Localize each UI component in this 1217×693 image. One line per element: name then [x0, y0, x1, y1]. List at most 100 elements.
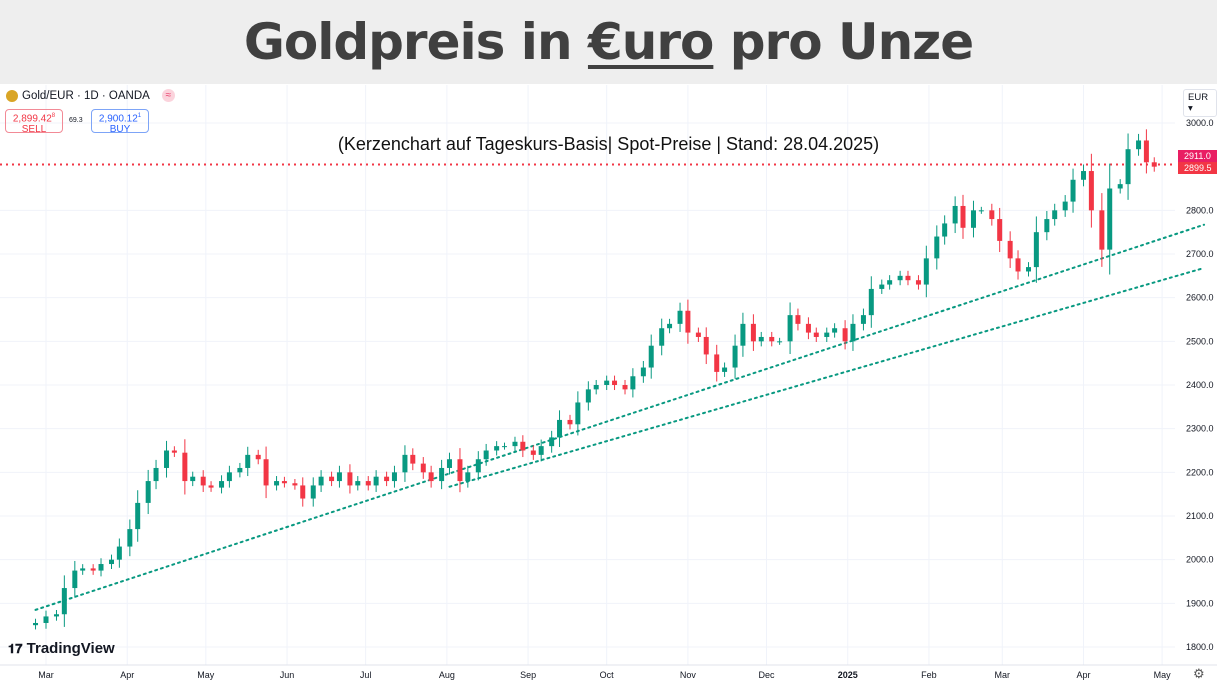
candle-body	[1062, 201, 1068, 211]
candle-body	[934, 236, 940, 259]
candle-body	[200, 476, 206, 486]
candle-body	[237, 467, 243, 473]
price-label-bg	[1178, 162, 1217, 174]
branding-text: TradingView	[26, 640, 115, 657]
candle-body	[1136, 140, 1142, 150]
candle-body	[549, 437, 555, 447]
x-tick-label: Sep	[520, 670, 536, 680]
sell-label: SELL	[21, 124, 47, 136]
currency-value: EUR	[1188, 92, 1209, 103]
sell-button[interactable]: 2,899.428 SELL	[5, 109, 63, 136]
candle-body	[1125, 149, 1131, 185]
candle-body	[1070, 179, 1076, 202]
candle-body	[410, 454, 416, 464]
x-tick-label: Jun	[280, 670, 295, 680]
candle-body	[80, 568, 86, 571]
candle-body	[153, 467, 159, 482]
y-tick-label: 2200.0	[1186, 467, 1214, 477]
candle-body	[420, 463, 426, 473]
candle-body	[190, 476, 196, 482]
candle-body	[1143, 140, 1149, 163]
candle-body	[593, 385, 599, 390]
candle-body	[695, 332, 701, 337]
buy-button[interactable]: 2,900.121 BUY	[91, 109, 149, 135]
candle-body	[109, 559, 114, 565]
spread-value: 69.3	[69, 117, 83, 124]
candle-body	[98, 564, 104, 571]
symbol-label: Gold/EUR · 1D · OANDA	[22, 89, 150, 102]
x-tick-label: Aug	[439, 670, 455, 680]
trendline	[34, 223, 1206, 611]
y-tick-label: 2100.0	[1186, 511, 1214, 521]
candle-body	[868, 288, 874, 316]
candle-body	[1151, 162, 1157, 167]
candle-body	[116, 546, 122, 560]
tradingview-logo: 𝟏𝟕 TradingView	[8, 640, 115, 657]
candle-body	[465, 472, 471, 482]
candle-body	[428, 472, 434, 482]
candle-body	[245, 454, 251, 468]
candle-body	[145, 481, 151, 503]
candle-body	[182, 452, 188, 482]
candle-body	[43, 616, 49, 623]
candle-body	[520, 441, 526, 451]
candle-body	[1117, 184, 1123, 189]
x-tick-label: May	[197, 670, 215, 680]
candle-body	[530, 450, 536, 455]
candle-body	[777, 341, 783, 343]
candle-body	[740, 323, 746, 346]
candle-body	[281, 481, 287, 484]
currency-select[interactable]: EUR ▾	[1183, 89, 1217, 117]
x-tick-label: Feb	[921, 670, 937, 680]
candle-body	[703, 336, 709, 355]
candle-body	[274, 481, 280, 486]
candle-body	[538, 446, 544, 455]
candle-body	[648, 345, 654, 368]
title-banner: Goldpreis in €uro pro Unze	[0, 0, 1217, 84]
y-tick-label: 3000.0	[1186, 118, 1214, 128]
candle-body	[494, 446, 500, 451]
y-tick-label: 2600.0	[1186, 293, 1214, 303]
candle-body	[1033, 232, 1039, 268]
candle-body	[813, 332, 819, 337]
candle-body	[1015, 258, 1021, 272]
symbol-info[interactable]: Gold/EUR · 1D · OANDA ≈	[6, 89, 175, 102]
candle-body	[805, 323, 811, 333]
candle-body	[887, 280, 893, 285]
candle-body	[612, 380, 618, 385]
market-status-icon[interactable]: ≈	[161, 89, 175, 102]
candle-body	[923, 258, 929, 285]
candle-body	[905, 275, 911, 281]
candle-body	[226, 472, 232, 482]
y-tick-label: 2400.0	[1186, 380, 1214, 390]
candle-body	[1007, 240, 1013, 259]
candle-body	[61, 588, 67, 615]
x-tick-label: Dec	[758, 670, 775, 680]
candle-body	[135, 502, 141, 530]
settings-gear-icon[interactable]: ⚙	[1193, 666, 1205, 681]
candle-body	[787, 315, 793, 342]
candle-body	[365, 481, 371, 486]
candle-body	[585, 389, 591, 403]
candle-body	[604, 380, 610, 385]
price-label: 2899.5	[1184, 163, 1212, 173]
candle-body	[795, 315, 801, 324]
candle-body	[483, 450, 489, 460]
candle-body	[722, 367, 728, 372]
candle-body	[567, 419, 573, 425]
candle-body	[685, 310, 691, 333]
candle-body	[1052, 210, 1058, 220]
buy-price-sup: 1	[137, 113, 142, 119]
x-tick-label: Oct	[600, 670, 615, 680]
x-tick-label: Jul	[360, 670, 372, 680]
candle-body	[439, 467, 445, 482]
candle-body	[164, 450, 170, 468]
x-tick-label: Mar	[38, 670, 54, 680]
candle-body	[171, 450, 177, 453]
x-tick-label: Apr	[1077, 670, 1091, 680]
title-currency: €uro	[587, 13, 714, 71]
candle-body	[475, 459, 481, 473]
candle-body	[769, 336, 775, 342]
candle-body	[677, 310, 683, 324]
chart-subtitle: (Kerzenchart auf Tageskurs-Basis| Spot-P…	[337, 134, 880, 154]
